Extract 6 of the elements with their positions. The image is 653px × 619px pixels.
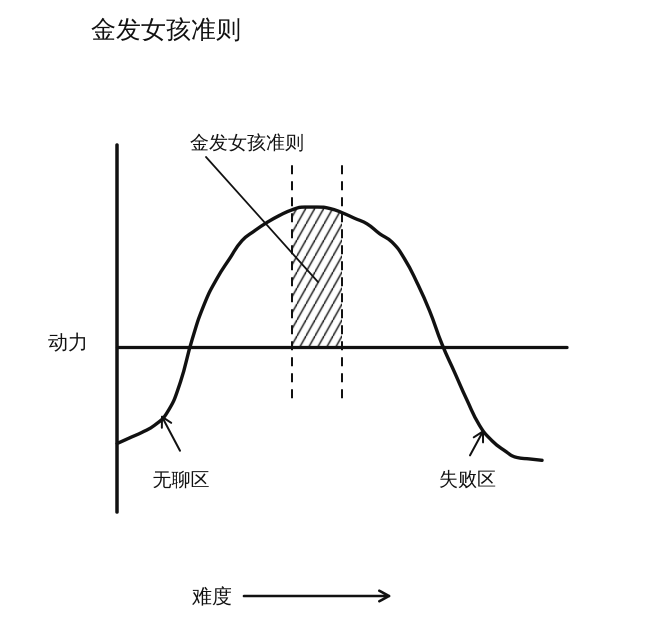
chart-title: 金发女孩准则	[91, 15, 241, 44]
text: 失败区	[439, 468, 496, 490]
text: 金发女孩准则	[190, 132, 304, 154]
text: 无聊区	[152, 468, 210, 491]
text: 难度	[191, 584, 232, 608]
y-axis-title: 动力	[48, 330, 88, 354]
